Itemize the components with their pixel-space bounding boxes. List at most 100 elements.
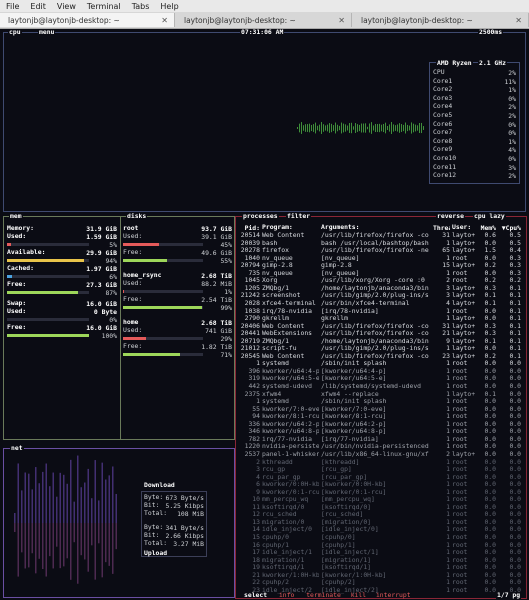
process-threads: 1 xyxy=(446,541,450,549)
process-row[interactable]: 319 kworker/u64:5-e [kworker/u64:5-e] 1 root… xyxy=(238,375,522,382)
column-threads[interactable]: Threads: xyxy=(433,224,450,232)
interrupt-button[interactable]: interrupt xyxy=(375,591,411,599)
menu-terminal[interactable]: Terminal xyxy=(86,1,121,11)
process-pid: 1205 xyxy=(244,284,260,292)
process-threads: 21 xyxy=(442,330,450,338)
close-icon[interactable]: ✕ xyxy=(515,15,522,25)
process-program: xfwm4 xyxy=(262,390,282,398)
process-row[interactable]: 2 kthreadd [kthreadd] 1 root 0.0 0.0 xyxy=(238,459,522,466)
process-row[interactable]: 13 migration/0 [migration/0] 1 root 0.0 0.0 xyxy=(238,519,522,526)
terminal-tab-2[interactable]: laytonjb@laytonjb-desktop: ~ ✕ xyxy=(176,13,352,27)
process-row[interactable]: 20406 Web Content/usr/lib/firefox/firefox… xyxy=(238,323,522,330)
close-icon[interactable]: ✕ xyxy=(338,15,345,25)
column-user[interactable]: User: xyxy=(452,224,472,231)
process-args: [mm_percpu_wq] xyxy=(321,496,375,504)
close-icon[interactable]: ✕ xyxy=(161,15,168,25)
process-row[interactable]: 1040 nv_queue [nv_queue] 1 root 0.0 0.3 xyxy=(238,255,522,262)
menu-label[interactable]: menu xyxy=(38,28,56,36)
core-usage: 2% xyxy=(508,69,516,77)
process-row[interactable]: 735 nv_queue [nv_queue] 1 root 0.0 0.3 xyxy=(238,270,522,277)
process-row[interactable]: 20441 WebExtensions/usr/lib/firefox/firef… xyxy=(238,330,522,337)
terminal-area[interactable]: CPU 2% Core1 11% Core2 1% Core3 0% Core4 2% Core5 2… xyxy=(0,29,529,600)
process-row[interactable]: 94 kworker/8:1-rcu [kworker/8:1-rcu] 1 root 0… xyxy=(238,413,522,420)
process-mem: 0.0 xyxy=(484,307,496,315)
process-args: [ksoftirqd/1] xyxy=(321,564,372,572)
process-args: /sbin/init splash xyxy=(321,398,387,406)
terminal-tab-3[interactable]: laytonjb@laytonjb-desktop: ~ ✕ xyxy=(353,13,529,27)
process-row[interactable]: 6 kworker/0:0H-kb [kworker/0:0H-kb] 1 root 0.… xyxy=(238,481,522,488)
kill-button[interactable]: kill xyxy=(350,591,367,599)
filter-button[interactable]: filter xyxy=(286,212,312,220)
process-row[interactable]: 22 cpuhp/2 [cpuhp/2] 1 root 0.0 0.0 xyxy=(238,579,522,586)
update-interval[interactable]: 2500ms xyxy=(478,28,504,36)
process-row[interactable]: 346 kworker/u64:8-p [kworker/u64:8-p] 1 root… xyxy=(238,428,522,435)
menu-edit[interactable]: Edit xyxy=(30,1,46,11)
terminal-tab-1[interactable]: laytonjb@laytonjb-desktop: ~ ✕ xyxy=(0,13,175,27)
process-row[interactable]: 16 cpuhp/1 [cpuhp/1] 1 root 0.0 0.0 xyxy=(238,542,522,549)
disk-used-pct: 29% xyxy=(220,335,232,343)
process-row[interactable]: 2790 gkrellm gkrellm 1 layto+ 0.0 0.1 xyxy=(238,315,522,322)
column-mem[interactable]: Mem% xyxy=(480,224,496,232)
process-row[interactable]: 10 mm_percpu_wq [mm_percpu_wq] 1 root 0.0 0.0 xyxy=(238,496,522,503)
process-row[interactable]: 442 systemd-udevd/lib/systemd/systemd-ude… xyxy=(238,383,522,390)
process-row[interactable]: 1045 Xorg/usr/lib/xorg/Xorg -core :0 2 root… xyxy=(238,277,522,284)
menu-help[interactable]: Help xyxy=(160,1,179,11)
sort-button[interactable]: cpu lazy xyxy=(473,212,506,220)
process-row[interactable]: 20545 Web Content/usr/lib/firefox/firefox… xyxy=(238,353,522,360)
menu-file[interactable]: File xyxy=(6,1,20,11)
process-row[interactable]: 18 migration/1 [migration/1] 1 root 0.0 0.0 xyxy=(238,557,522,564)
process-row[interactable]: 2375 xfwm4 xfwm4 --replace 1 layto+ 0.1 0.0 xyxy=(238,391,522,398)
process-row[interactable]: 1220 nvidia-persiste/usr/bin/nvidia-persi… xyxy=(238,443,522,450)
process-row[interactable]: 21242 screenshot/usr/lib/gimp/2.0/plug-in… xyxy=(238,292,522,299)
process-row[interactable]: 17 idle_inject/1 [idle_inject/1] 1 root 0.0 0.… xyxy=(238,549,522,556)
menu-tabs[interactable]: Tabs xyxy=(131,1,150,11)
process-cpu: 0.0 xyxy=(509,398,521,406)
column-program[interactable]: Program: xyxy=(262,224,293,231)
core-name: Core10 xyxy=(433,154,457,162)
menu-view[interactable]: View xyxy=(56,1,76,11)
process-threads: 1 xyxy=(446,466,450,474)
process-row[interactable]: 1038 irq/78-nvidia [irq/78-nvidia] 1 root 0.0… xyxy=(238,308,522,315)
process-args: /usr/lib/firefox/firefox -ne xyxy=(321,247,429,255)
column-pid[interactable]: Pid: xyxy=(244,224,260,232)
process-row[interactable]: 20719 ZMQbg/1/home/laytonjb/anaconda3/bin… xyxy=(238,338,522,345)
column-args[interactable]: Arguments: xyxy=(321,224,360,231)
process-row[interactable]: 12 rcu_sched [rcu_sched] 1 root 0.0 0.0 xyxy=(238,511,522,518)
process-program: ZMQbg/1 xyxy=(262,284,289,292)
process-row[interactable]: 55 kworker/7:0-eve [kworker/7:0-eve] 1 root 0… xyxy=(238,406,522,413)
process-row[interactable]: 336 kworker/u64:2-p [kworker/u64:2-p] 1 root… xyxy=(238,421,522,428)
process-row[interactable]: 20794 gimp-2.8 gimp-2.8 15 layto+ 0.2 0.3 xyxy=(238,262,522,269)
process-row[interactable]: 782 irq/77-nvidia [irq/77-nvidia] 1 root 0.0 0… xyxy=(238,436,522,443)
reverse-button[interactable]: reverse xyxy=(436,212,465,220)
process-row[interactable]: 15 cpuhp/0 [cpuhp/0] 1 root 0.0 0.0 xyxy=(238,534,522,541)
process-row[interactable]: 1 systemd/sbin/init splash 1 root 0.0 0.0 xyxy=(238,360,522,367)
info-button[interactable]: info xyxy=(278,591,295,599)
process-row[interactable]: 20514 Web Content/usr/lib/firefox/firefox… xyxy=(238,232,522,239)
process-row[interactable]: 23 idle_inject/2 [idle_inject/2] 1 root 0.0 0.… xyxy=(238,587,522,594)
process-user: root xyxy=(452,360,468,368)
process-pid: 2375 xyxy=(244,390,260,398)
column-cpu[interactable]: ▼Cpu% xyxy=(501,224,521,232)
process-user: root xyxy=(452,518,468,526)
process-pid: 21012 xyxy=(240,345,260,353)
process-row[interactable]: 9 kworker/0:1-rcu [kworker/0:1-rcu] 1 root 0.… xyxy=(238,489,522,496)
process-row[interactable]: 21012 script-fu/usr/lib/gimp/2.0/plug-ins… xyxy=(238,345,522,352)
process-row[interactable]: 4 rcu_par_gp [rcu_par_gp] 1 root 0.0 0.0 xyxy=(238,474,522,481)
process-threads: 4 xyxy=(446,299,450,307)
process-row[interactable]: 1 systemd/sbin/init splash 1 root 0.0 0.0 xyxy=(238,398,522,405)
process-row[interactable]: 11 ksoftirqd/0 [ksoftirqd/0] 1 root 0.0 0.0 xyxy=(238,504,522,511)
process-row[interactable]: 2028 xfce4-terminal/usr/bin/xfce4-termina… xyxy=(238,300,522,307)
process-cpu: 0.1 xyxy=(509,292,521,300)
process-row[interactable]: 20039 bash bash /usr/local/bashtop/bash 1 la… xyxy=(238,240,522,247)
process-row[interactable]: 14 idle_inject/0 [idle_inject/0] 1 root 0.0 0.… xyxy=(238,526,522,533)
process-row[interactable]: 2537 panel-1-whisker/usr/lib/x86_64-linux… xyxy=(238,451,522,458)
process-row[interactable]: 20278 firefox/usr/lib/firefox/firefox -ne… xyxy=(238,247,522,254)
select-button[interactable]: select xyxy=(244,591,268,599)
process-row[interactable]: 3 rcu_gp [rcu_gp] 1 root 0.0 0.0 xyxy=(238,466,522,473)
process-row[interactable]: 19 ksoftirqd/1 [ksoftirqd/1] 1 root 0.0 0.0 xyxy=(238,564,522,571)
process-row[interactable]: 21 kworker/1:0H-kb [kworker/1:0H-kb] 1 root 0… xyxy=(238,572,522,579)
process-pid: 396 xyxy=(248,367,260,375)
terminate-button[interactable]: terminate xyxy=(306,591,341,599)
process-row[interactable]: 1205 ZMQbg/1/home/laytonjb/anaconda3/bin 3… xyxy=(238,285,522,292)
process-row[interactable]: 396 kworker/u64:4-p [kworker/u64:4-p] 1 root… xyxy=(238,368,522,375)
